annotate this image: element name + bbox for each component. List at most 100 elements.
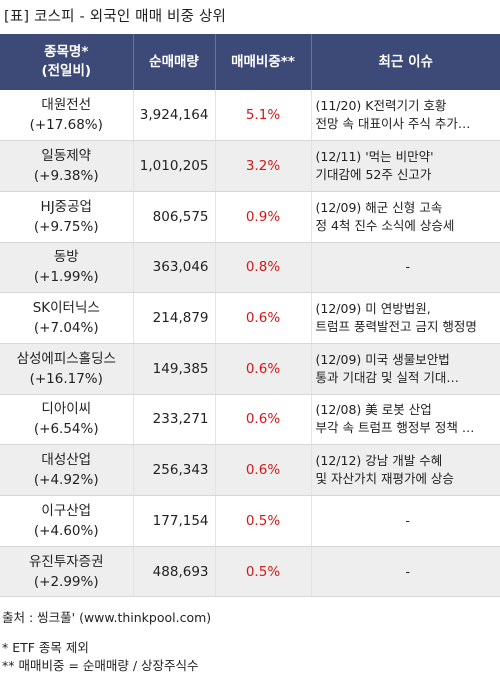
header-net-volume: 순매매량 <box>133 34 216 90</box>
header-recent-issue: 최근 이슈 <box>311 34 500 90</box>
stock-change: (+6.54%) <box>33 421 99 438</box>
stock-name: 동방 <box>53 249 79 266</box>
trade-ratio-cell: 0.6% <box>215 444 312 496</box>
stock-change: (+9.38%) <box>33 168 99 185</box>
net-volume-cell: 149,385 <box>133 343 216 395</box>
etf-note: * ETF 종목 제외 <box>2 640 89 655</box>
table-row: 동방 (+1.99%) 363,046 0.8% - <box>0 242 500 294</box>
trade-ratio-cell: 0.9% <box>215 191 312 243</box>
issue-line2: 통과 기대감 및 실적 기대… <box>315 369 459 385</box>
table-row: 대원전선 (+17.68%) 3,924,164 5.1% (11/20) K전력기기 … <box>0 90 500 142</box>
stock-change: (+4.60%) <box>33 522 99 539</box>
stock-cell: HJ중공업 (+9.75%) <box>0 191 134 243</box>
trade-ratio-cell: 0.6% <box>215 343 312 395</box>
stock-cell: 일동제약 (+9.38%) <box>0 140 134 192</box>
trade-ratio-cell: 0.5% <box>215 546 312 598</box>
stock-name: 삼성에피스홀딩스 <box>16 350 116 367</box>
source-note: 출처 : 씽크풀' (www.thinkpool.com) <box>2 610 212 625</box>
recent-issue-cell: - <box>311 495 500 547</box>
issue-line1: (12/08) 美 로봇 산업 <box>315 402 432 418</box>
table-row: 삼성에피스홀딩스 (+16.17%) 149,385 0.6% (12/09) 미국 생… <box>0 343 500 395</box>
recent-issue-cell: (12/09) 미국 생물보안법 통과 기대감 및 실적 기대… <box>311 343 500 395</box>
header-trade-ratio: 매매비중** <box>215 34 312 90</box>
issue-line2: 트럼프 풍력발전고 금지 행정명 <box>315 319 477 335</box>
issue-line2: 전망 속 대표이사 주식 추가… <box>315 116 471 132</box>
trade-ratio-cell: 0.6% <box>215 292 312 344</box>
header-stock-name-line1: 종목명* <box>44 44 89 60</box>
stock-cell: 대원전선 (+17.68%) <box>0 90 134 142</box>
stock-cell: 대성산업 (+4.92%) <box>0 444 134 496</box>
table-row: 이구산업 (+4.60%) 177,154 0.5% - <box>0 495 500 547</box>
stock-change: (+9.75%) <box>33 218 99 235</box>
net-volume-cell: 214,879 <box>133 292 216 344</box>
trade-ratio-cell: 0.8% <box>215 242 312 294</box>
footnotes: 출처 : 씽크풀' (www.thinkpool.com) * ETF 종목 제… <box>2 609 211 675</box>
stock-change: (+7.04%) <box>33 320 99 337</box>
stock-cell: 삼성에피스홀딩스 (+16.17%) <box>0 343 134 395</box>
issue-line1: - <box>405 512 410 528</box>
issue-line1: (12/12) 강남 개발 수혜 <box>315 453 443 469</box>
header-stock-name: 종목명* (전일비) <box>0 34 134 90</box>
stock-cell: 디아이씨 (+6.54%) <box>0 394 134 446</box>
trade-ratio-cell: 0.5% <box>215 495 312 547</box>
table-header-row: 종목명* (전일비) 순매매량 매매비중** 최근 이슈 <box>0 34 500 90</box>
recent-issue-cell: - <box>311 546 500 598</box>
issue-line2: 부각 속 트럼프 행정부 정책 … <box>315 420 475 436</box>
issue-line1: (12/09) 해군 신형 고속 <box>315 199 443 215</box>
issue-line1: (12/09) 미 연방법원, <box>315 301 431 317</box>
issue-line1: (12/09) 미국 생물보안법 <box>315 351 450 367</box>
stock-cell: 이구산업 (+4.60%) <box>0 495 134 547</box>
stock-name: 디아이씨 <box>41 401 92 418</box>
issue-line1: - <box>405 259 410 275</box>
table-row: 대성산업 (+4.92%) 256,343 0.6% (12/12) 강남 개발 수혜 … <box>0 444 500 496</box>
issue-line1: - <box>405 563 410 579</box>
issue-line2: 정 4척 진수 소식에 상승세 <box>315 217 455 233</box>
stock-name: 유진투자증권 <box>28 553 104 570</box>
recent-issue-cell: (11/20) K전력기기 호황 전망 속 대표이사 주식 추가… <box>311 90 500 142</box>
net-volume-cell: 363,046 <box>133 242 216 294</box>
net-volume-cell: 488,693 <box>133 546 216 598</box>
issue-line2: 기대감에 52주 신고가 <box>315 167 432 183</box>
stock-cell: SK이터닉스 (+7.04%) <box>0 292 134 344</box>
stock-name: 대성산업 <box>41 452 92 469</box>
recent-issue-cell: (12/12) 강남 개발 수혜 및 자산가치 재평가에 상승 <box>311 444 500 496</box>
recent-issue-cell: (12/11) '먹는 비만약' 기대감에 52주 신고가 <box>311 140 500 192</box>
stock-name: HJ중공업 <box>40 198 92 215</box>
header-stock-name-line2: (전일비) <box>41 63 92 79</box>
stock-name: SK이터닉스 <box>32 300 100 317</box>
foreign-trading-table: 종목명* (전일비) 순매매량 매매비중** 최근 이슈 대원전선 (+17.68… <box>0 34 500 598</box>
stock-name: 일동제약 <box>41 148 92 165</box>
trade-ratio-cell: 3.2% <box>215 140 312 192</box>
issue-line1: (11/20) K전력기기 호황 <box>315 98 447 114</box>
stock-change: (+2.99%) <box>33 573 99 590</box>
net-volume-cell: 233,271 <box>133 394 216 446</box>
issue-line2: 및 자산가치 재평가에 상승 <box>315 471 454 487</box>
net-volume-cell: 256,343 <box>133 444 216 496</box>
stock-change: (+17.68%) <box>29 117 103 134</box>
recent-issue-cell: - <box>311 242 500 294</box>
stock-name: 대원전선 <box>41 97 92 114</box>
table-title: [표] 코스피 - 외국인 매매 비중 상위 <box>4 9 227 25</box>
stock-change: (+4.92%) <box>33 472 99 489</box>
recent-issue-cell: (12/09) 미 연방법원, 트럼프 풍력발전고 금지 행정명 <box>311 292 500 344</box>
net-volume-cell: 177,154 <box>133 495 216 547</box>
stock-cell: 유진투자증권 (+2.99%) <box>0 546 134 598</box>
table-row: 일동제약 (+9.38%) 1,010,205 3.2% (12/11) '먹는 비만약… <box>0 140 500 192</box>
issue-line1: (12/11) '먹는 비만약' <box>315 149 434 165</box>
ratio-formula-note: ** 매매비중 = 순매매량 / 상장주식수 <box>2 658 199 673</box>
stock-change: (+16.17%) <box>29 370 103 387</box>
net-volume-cell: 1,010,205 <box>133 140 216 192</box>
trade-ratio-cell: 5.1% <box>215 90 312 142</box>
stock-change: (+1.99%) <box>33 269 99 286</box>
trade-ratio-cell: 0.6% <box>215 394 312 446</box>
stock-name: 이구산업 <box>41 502 92 519</box>
table-row: 유진투자증권 (+2.99%) 488,693 0.5% - <box>0 546 500 598</box>
table-row: HJ중공업 (+9.75%) 806,575 0.9% (12/09) 해군 신형 고속… <box>0 191 500 243</box>
net-volume-cell: 3,924,164 <box>133 90 216 142</box>
net-volume-cell: 806,575 <box>133 191 216 243</box>
stock-cell: 동방 (+1.99%) <box>0 242 134 294</box>
table-row: SK이터닉스 (+7.04%) 214,879 0.6% (12/09) 미 연방법원,… <box>0 292 500 344</box>
